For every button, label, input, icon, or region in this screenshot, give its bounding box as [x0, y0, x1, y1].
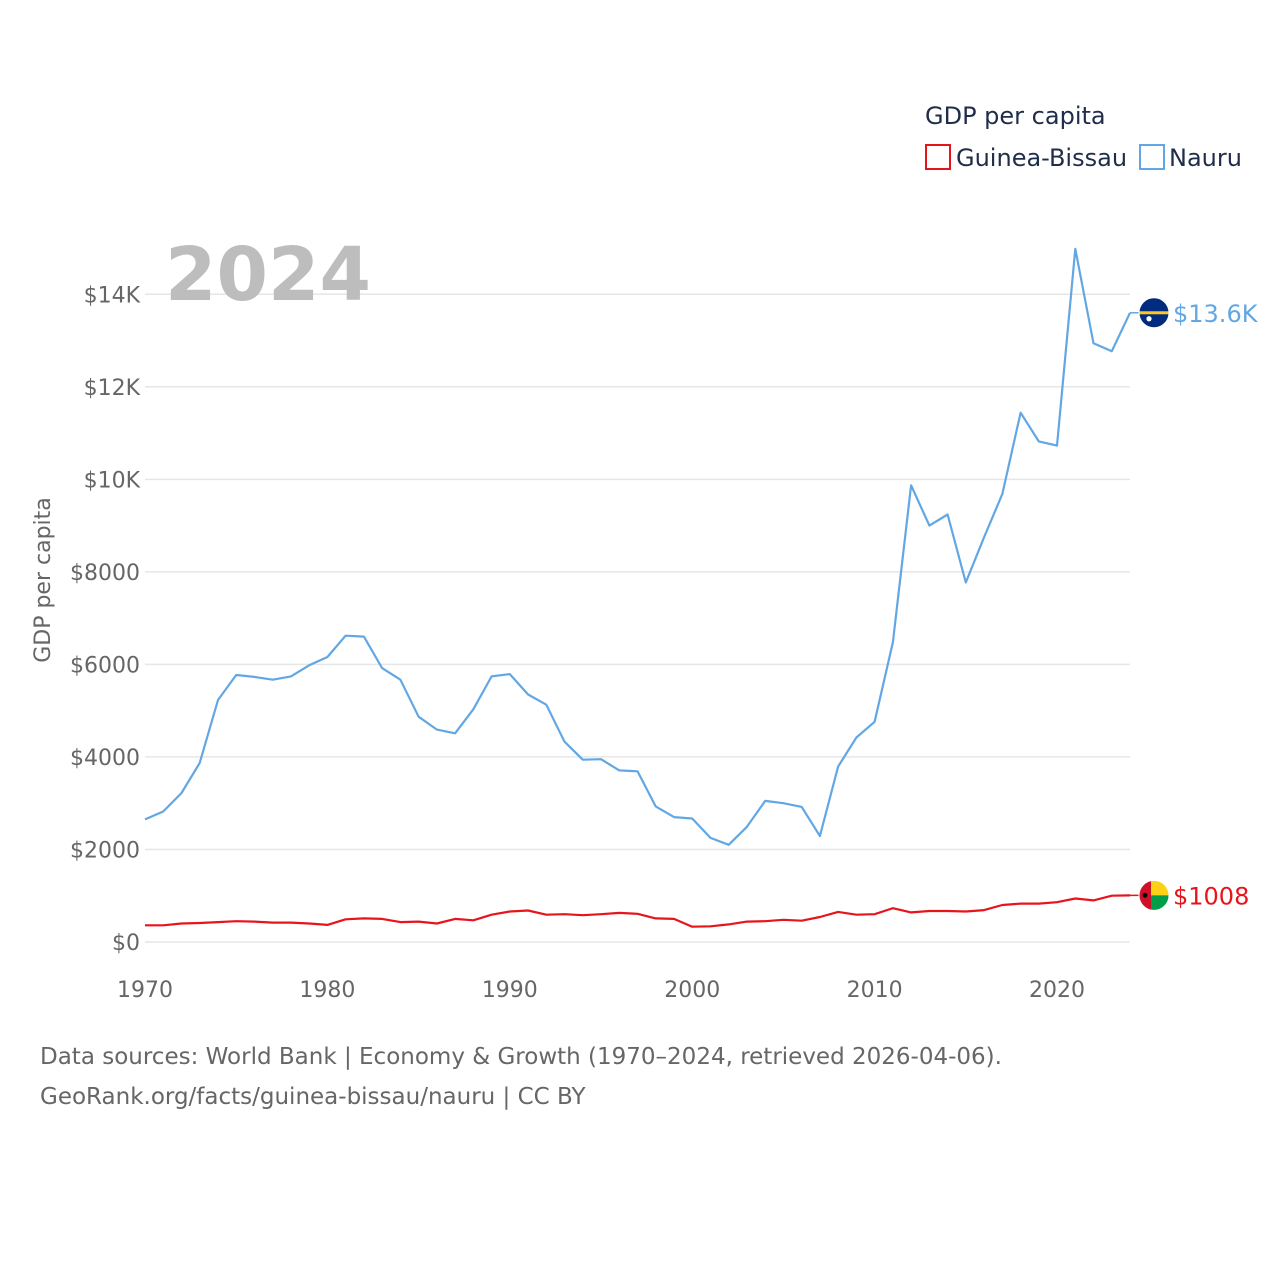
y-tick-label: $10K [84, 468, 141, 493]
footer-sources: Data sources: World Bank | Economy & Gro… [40, 1044, 1002, 1070]
year-label: 2024 [165, 232, 371, 318]
y-tick-label: $6000 [70, 653, 140, 678]
series-end-markers: $1008 $13.6K [1130, 297, 1259, 911]
end-value-label-guinea-bissau: $1008 [1173, 882, 1249, 910]
legend-swatch-guinea-bissau [925, 144, 951, 170]
y-tick-label: $4000 [70, 746, 140, 771]
chart: $0$2000$4000$6000$8000$10K$12K$14K 1970 1… [31, 102, 1259, 1003]
y-tick-label: $14K [84, 283, 141, 308]
end-value-label-nauru: $13.6K [1173, 300, 1259, 328]
y-tick-label: $0 [112, 931, 140, 956]
legend-title: GDP per capita [925, 102, 1106, 130]
footer-attribution[interactable]: GeoRank.org/facts/guinea-bissau/nauru | … [40, 1084, 586, 1110]
guinea-bissau-flag-icon [1138, 879, 1170, 911]
x-tick-label: 1970 [117, 978, 173, 1003]
x-tick-label: 2020 [1029, 978, 1085, 1003]
gridlines [145, 293, 1130, 943]
y-tick-label: $12K [84, 376, 141, 401]
y-axis-label: GDP per capita [31, 497, 56, 663]
x-tick-label: 2010 [847, 978, 903, 1003]
series-lines [144, 247, 1131, 928]
y-tick-label: $8000 [70, 561, 140, 586]
x-axis-ticks: 1970 1980 1990 2000 2010 2020 [117, 978, 1085, 1003]
x-tick-label: 1990 [482, 978, 538, 1003]
y-axis-ticks: $0 $2000 $4000 $6000 $8000 $10K $12K $14K [70, 283, 141, 956]
series-line-nauru [144, 247, 1131, 846]
legend-swatch-nauru [1139, 144, 1165, 170]
legend-label-nauru: Nauru [1169, 144, 1242, 172]
legend-label-guinea-bissau: Guinea-Bissau [956, 144, 1127, 172]
legend-item-nauru[interactable]: Nauru [1139, 144, 1242, 172]
y-tick-label: $2000 [70, 838, 140, 863]
x-tick-label: 2000 [664, 978, 720, 1003]
nauru-flag-icon [1138, 297, 1170, 329]
legend-item-guinea-bissau[interactable]: Guinea-Bissau [925, 144, 1127, 172]
x-tick-label: 1980 [299, 978, 355, 1003]
series-line-guinea-bissau [145, 894, 1131, 928]
